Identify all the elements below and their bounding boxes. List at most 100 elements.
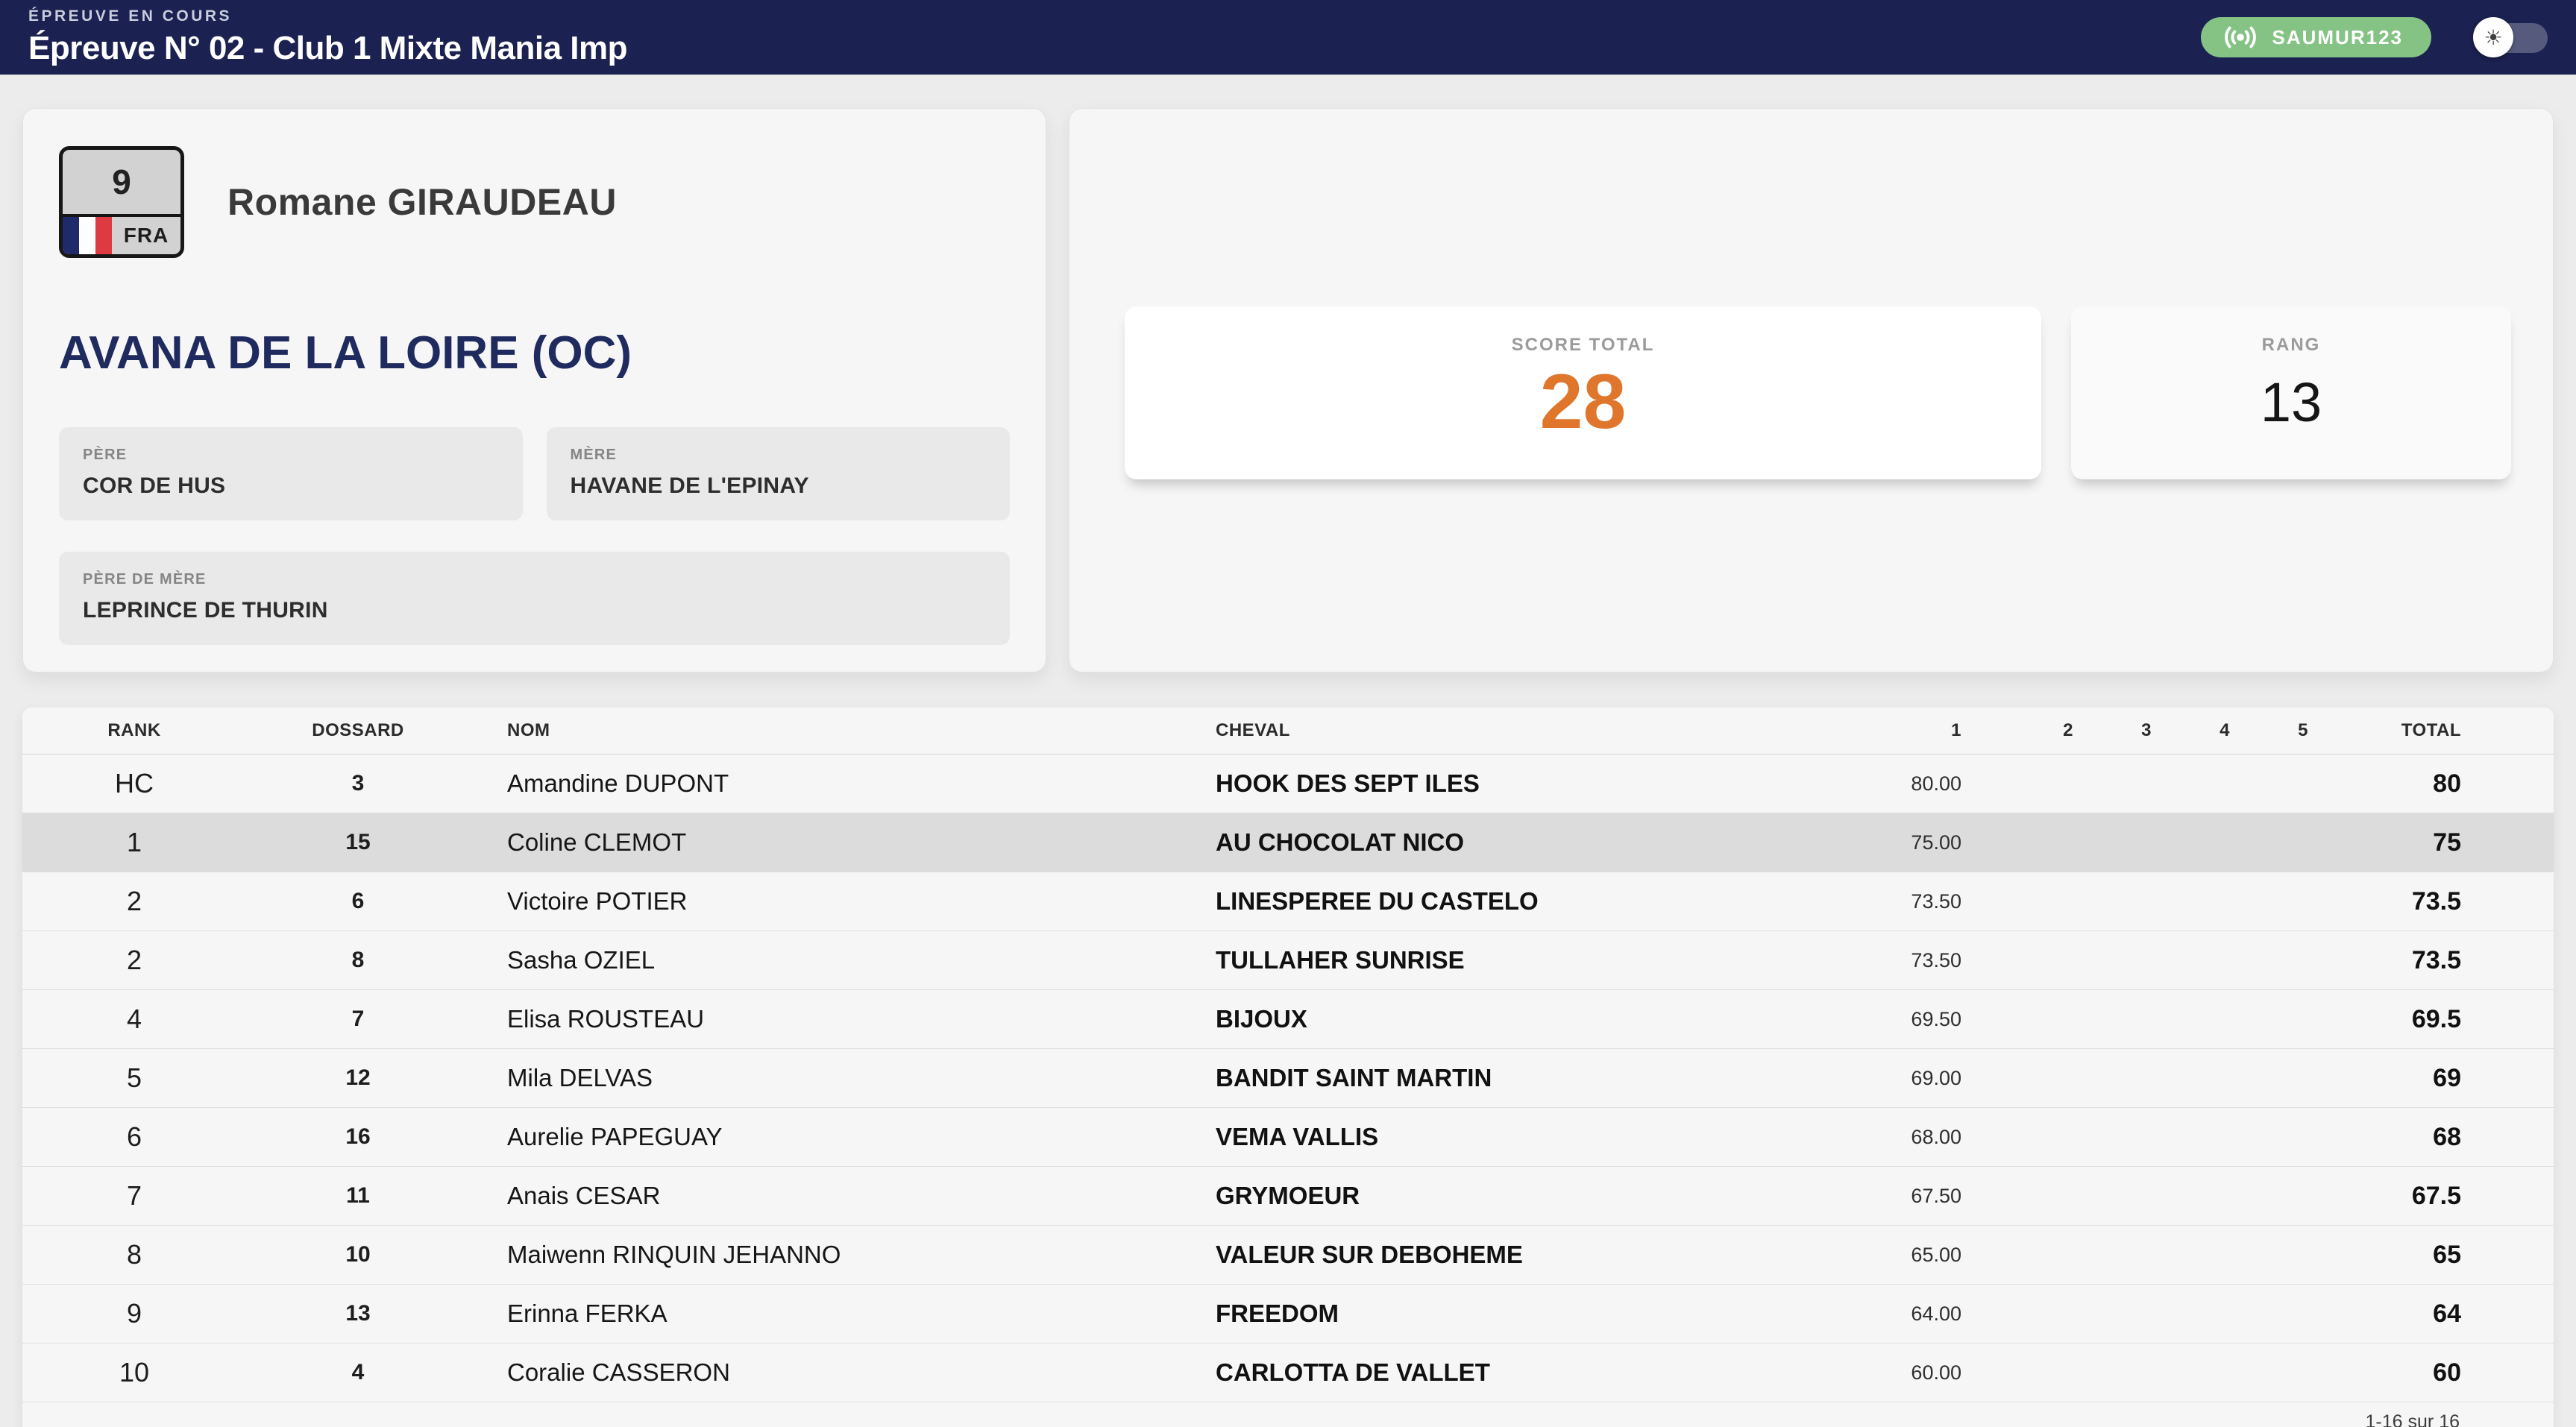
cell-score-1: 69.50 [1911, 1007, 1961, 1030]
col-header-dossard: DOSSARD [312, 720, 404, 740]
live-badge-label: SAUMUR123 [2272, 25, 2403, 48]
pedigree-value: HAVANE DE L'EPINAY [570, 473, 809, 498]
app-header: ÉPREUVE EN COURS Épreuve N° 02 - Club 1 … [0, 0, 2576, 75]
cell-cheval: CARLOTTA DE VALLET [1216, 1358, 1490, 1386]
cell-rank: 2 [126, 945, 142, 975]
table-row[interactable]: 8 10 Maiwenn RINQUIN JEHANNO VALEUR SUR … [22, 1226, 2554, 1285]
col-header-nom: NOM [507, 720, 550, 740]
table-row[interactable]: 2 6 Victoire POTIER LINESPEREE DU CASTEL… [22, 872, 2554, 931]
result-card: SCORE TOTAL 28 RANG 13 [1069, 108, 2554, 672]
pedigree-label: MÈRE [570, 447, 618, 463]
table-row[interactable]: 5 12 Mila DELVAS BANDIT SAINT MARTIN 69.… [22, 1049, 2554, 1108]
cell-dossard: 15 [345, 830, 371, 854]
cell-nom: Anais CESAR [507, 1182, 661, 1209]
cell-rank: 9 [126, 1298, 142, 1329]
broadcast-icon [2223, 25, 2258, 50]
cell-total: 60 [2433, 1358, 2461, 1387]
cell-dossard: 13 [345, 1301, 371, 1326]
cell-nom: Coline CLEMOT [507, 828, 687, 856]
cell-rank: 5 [126, 1062, 142, 1093]
table-row[interactable]: 1 15 Coline CLEMOT AU CHOCOLAT NICO 75.0… [22, 813, 2554, 872]
cell-cheval: HOOK DES SEPT ILES [1216, 769, 1480, 797]
cell-rank: 2 [126, 886, 142, 916]
rank-label: RANG [2261, 335, 2321, 355]
cell-rank: 8 [126, 1239, 142, 1270]
cell-score-1: 68.00 [1911, 1125, 1961, 1148]
theme-toggle[interactable]: ☀ [2473, 17, 2548, 57]
pedigree-label: PÈRE DE MÈRE [83, 571, 207, 588]
col-header-3: 3 [2141, 720, 2152, 740]
flag-stripe-red [95, 217, 112, 254]
cell-cheval: TULLAHER SUNRISE [1216, 946, 1465, 974]
table-row[interactable]: 7 11 Anais CESAR GRYMOEUR 67.50 67.5 [22, 1167, 2554, 1226]
pedigree-section: PÈRE COR DE HUS MÈRE HAVANE DE L'EPINAY … [59, 427, 1010, 645]
cell-total: 73.5 [2411, 886, 2461, 916]
cell-total: 75 [2433, 828, 2461, 857]
cell-rank: 6 [126, 1121, 142, 1152]
cell-total: 69 [2433, 1063, 2461, 1092]
flag-stripe-white [79, 217, 95, 254]
cell-nom: Sasha OZIEL [507, 946, 656, 974]
pedigree-sire-box: PÈRE COR DE HUS [59, 427, 523, 520]
score-total-value: 28 [1539, 359, 1627, 445]
cell-score-1: 67.50 [1911, 1184, 1961, 1207]
cell-rank: HC [115, 768, 154, 798]
cell-nom: Coralie CASSERON [507, 1358, 730, 1386]
rider-name: Romane GIRAUDEAU [227, 181, 617, 223]
col-header-5: 5 [2298, 720, 2308, 740]
pedigree-value: LEPRINCE DE THURIN [83, 598, 328, 623]
col-header-1: 1 [1951, 720, 1961, 740]
cell-score-1: 64.00 [1911, 1302, 1961, 1325]
table-row[interactable]: 6 16 Aurelie PAPEGUAY VEMA VALLIS 68.00 … [22, 1108, 2554, 1167]
score-total-label: SCORE TOTAL [1511, 335, 1655, 355]
cell-dossard: 4 [351, 1360, 365, 1385]
cell-dossard: 16 [345, 1124, 371, 1149]
france-flag-icon [63, 217, 112, 254]
cell-total: 80 [2433, 769, 2461, 798]
cell-cheval: FREEDOM [1216, 1300, 1339, 1327]
cell-nom: Maiwenn RINQUIN JEHANNO [507, 1241, 841, 1268]
cell-total: 69.5 [2411, 1004, 2461, 1033]
cell-dossard: 11 [346, 1183, 370, 1208]
cell-dossard: 7 [351, 1007, 365, 1031]
cell-nom: Erinna FERKA [507, 1300, 667, 1327]
cell-total: 73.5 [2411, 945, 2461, 974]
bib-badge: 9 FRA [59, 146, 184, 258]
table-header-row: RANK DOSSARD NOM CHEVAL 1 2 3 4 5 TOTAL [22, 708, 2554, 755]
results-table: RANK DOSSARD NOM CHEVAL 1 2 3 4 5 TOTAL … [22, 708, 2554, 1427]
live-connection-badge[interactable]: SAUMUR123 [2200, 17, 2431, 57]
horse-name: AVANA DE LA LOIRE (OC) [59, 327, 632, 379]
cell-dossard: 3 [351, 771, 365, 796]
cell-score-1: 73.50 [1911, 948, 1961, 971]
country-code: FRA [123, 224, 169, 247]
table-row[interactable]: 10 4 Coralie CASSERON CARLOTTA DE VALLET… [22, 1343, 2554, 1402]
table-row[interactable]: HC 3 Amandine DUPONT HOOK DES SEPT ILES … [22, 755, 2554, 813]
cell-nom: Amandine DUPONT [507, 769, 729, 797]
table-row[interactable]: 4 7 Elisa ROUSTEAU BIJOUX 69.50 69.5 [22, 990, 2554, 1049]
cell-score-1: 73.50 [1911, 889, 1961, 913]
cell-nom: Aurelie PAPEGUAY [507, 1123, 723, 1150]
flag-stripe-blue [63, 217, 79, 254]
event-status-label: ÉPREUVE EN COURS [28, 7, 233, 25]
cell-cheval: BIJOUX [1216, 1005, 1307, 1033]
cell-score-1: 60.00 [1911, 1361, 1961, 1384]
col-header-2: 2 [2063, 720, 2073, 740]
cell-dossard: 12 [345, 1065, 371, 1090]
cell-rank: 4 [126, 1004, 142, 1034]
cell-cheval: BANDIT SAINT MARTIN [1216, 1064, 1492, 1091]
cell-rank: 10 [119, 1357, 150, 1387]
col-header-rank: RANK [107, 720, 161, 740]
cell-score-1: 65.00 [1911, 1243, 1961, 1266]
col-header-4: 4 [2220, 720, 2230, 740]
event-title: Épreuve N° 02 - Club 1 Mixte Mania Imp [28, 30, 628, 66]
pedigree-value: COR DE HUS [83, 473, 226, 498]
cell-cheval: GRYMOEUR [1216, 1182, 1360, 1209]
table-row[interactable]: 2 8 Sasha OZIEL TULLAHER SUNRISE 73.50 7… [22, 931, 2554, 990]
cell-dossard: 8 [351, 948, 365, 972]
cell-cheval: LINESPEREE DU CASTELO [1216, 887, 1539, 915]
table-row[interactable]: 9 13 Erinna FERKA FREEDOM 64.00 64 [22, 1285, 2554, 1343]
cell-total: 67.5 [2411, 1181, 2461, 1210]
pedigree-label: PÈRE [83, 447, 128, 463]
rider-card: 9 FRA Romane GIRAUDEAU AVANA DE LA LOIRE… [22, 108, 1046, 672]
sun-icon: ☀ [2473, 17, 2513, 57]
